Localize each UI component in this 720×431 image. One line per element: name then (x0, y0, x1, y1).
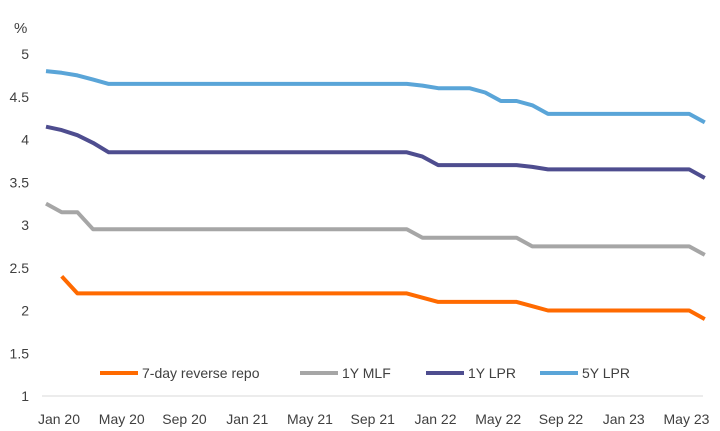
series-line-1y-lpr (45, 124, 706, 180)
x-axis-ticks: Jan 20 May 20 Sep 20 Jan 21 May 21 Sep 21 Jan … (38, 411, 710, 427)
x-tick-label: May 22 (475, 411, 521, 427)
y-tick-label: 3.5 (10, 174, 30, 190)
y-tick-label: 1 (21, 388, 29, 404)
y-axis-ticks: 1 1.5 2 2.5 3 3.5 4 4.5 5 (10, 46, 30, 404)
legend: 7-day reverse repo 1Y MLF 1Y LPR 5Y LPR (100, 365, 630, 381)
legend-label: 1Y LPR (468, 365, 516, 381)
series-line-5y-lpr (45, 69, 706, 125)
x-tick-label: Jan 22 (414, 411, 456, 427)
x-tick-label: May 23 (664, 411, 710, 427)
x-tick-label: Sep 20 (162, 411, 207, 427)
x-tick-label: May 20 (99, 411, 145, 427)
x-tick-label: Jan 20 (38, 411, 80, 427)
series-lines (45, 69, 706, 321)
y-tick-label: 4.5 (10, 89, 30, 105)
y-tick-label: 3 (21, 217, 29, 233)
legend-label: 7-day reverse repo (142, 365, 260, 381)
x-tick-label: Jan 21 (226, 411, 268, 427)
x-tick-label: May 21 (287, 411, 333, 427)
x-tick-label: Sep 22 (539, 411, 584, 427)
legend-label: 5Y LPR (582, 365, 630, 381)
series-line-1y-mlf (45, 201, 706, 257)
y-tick-label: 5 (21, 46, 29, 62)
y-tick-label: 2 (21, 303, 29, 319)
y-tick-label: 1.5 (10, 345, 30, 361)
y-tick-label: 2.5 (10, 260, 30, 276)
legend-label: 1Y MLF (342, 365, 391, 381)
series-line-7-day-reverse-repo (60, 274, 706, 321)
x-tick-label: Jan 23 (603, 411, 645, 427)
y-axis-label: % (14, 20, 27, 37)
y-tick-label: 4 (21, 132, 29, 148)
x-tick-label: Sep 21 (351, 411, 396, 427)
